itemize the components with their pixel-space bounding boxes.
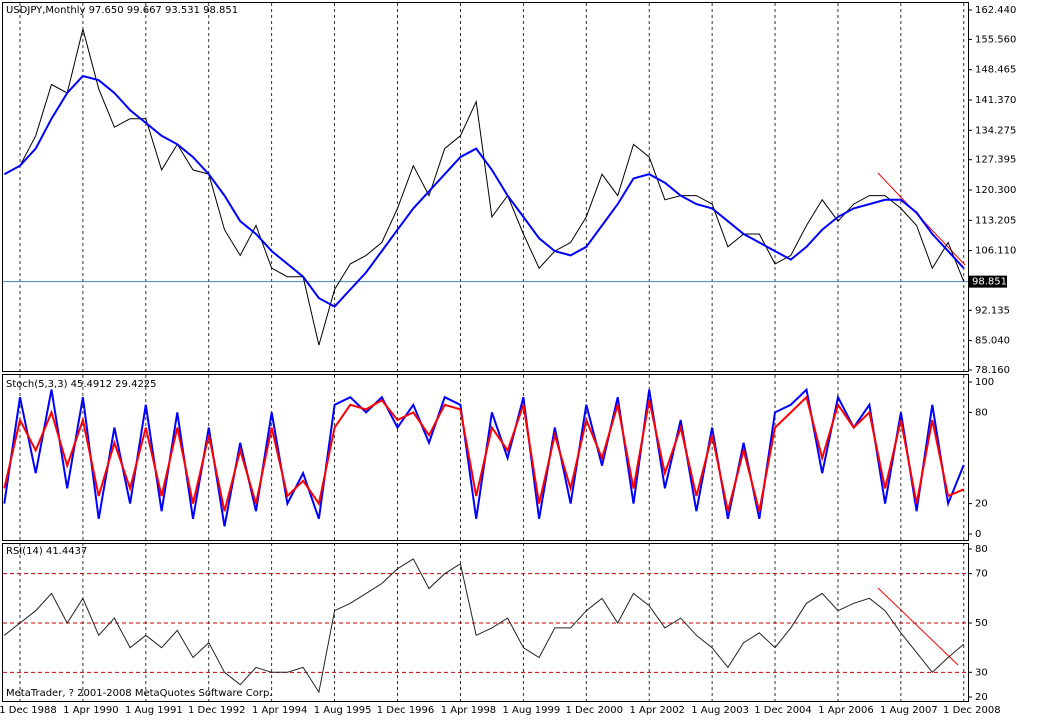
y-tick-label: 20 (975, 692, 988, 703)
y-tick-label: 0 (975, 529, 981, 540)
x-tick-label: 1 Aug 2007 (880, 705, 938, 716)
y-tick-label: 127.395 (975, 155, 1016, 166)
copyright: MetaTrader, ? 2001-2008 MetaQuotes Softw… (6, 688, 272, 699)
x-tick-label: 1 Apr 1998 (441, 705, 496, 716)
y-tick-label: 20 (975, 499, 988, 510)
x-tick-label: 1 Dec 2000 (566, 705, 624, 716)
x-tick-label: 1 Aug 1995 (314, 705, 372, 716)
y-tick-label: 78.160 (975, 365, 1010, 376)
current-price-box (969, 275, 1007, 288)
y-tick-label: 85.040 (975, 336, 1010, 347)
x-tick-label: 1 Aug 1999 (503, 705, 561, 716)
y-tick-label: 134.275 (975, 125, 1016, 136)
current-price-label: 98.851 (972, 277, 1007, 288)
y-tick-label: 80 (975, 544, 988, 555)
stoch-title: Stoch(5,3,3) 45.4912 29.4225 (6, 379, 157, 390)
y-tick-label: 106.110 (975, 246, 1016, 257)
y-tick-label: 148.465 (975, 65, 1016, 76)
y-tick-label: 155.560 (975, 34, 1016, 45)
x-tick-label: 1 Dec 1988 (0, 705, 57, 716)
y-tick-label: 120.300 (975, 185, 1016, 196)
y-tick-label: 100 (975, 377, 994, 388)
y-tick-label: 50 (975, 618, 988, 629)
x-tick-label: 1 Aug 2003 (691, 705, 749, 716)
y-tick-label: 80 (975, 407, 988, 418)
trendline (877, 587, 959, 666)
y-tick-label: 141.370 (975, 95, 1016, 106)
y-tick-label: 70 (975, 569, 988, 580)
x-tick-label: 1 Apr 1994 (252, 705, 307, 716)
y-tick-label: 113.205 (975, 215, 1016, 226)
series-line (3, 74, 965, 308)
x-tick-label: 1 Apr 2002 (629, 705, 684, 716)
y-tick-label: 92.135 (975, 305, 1010, 316)
x-tick-label: 1 Dec 1992 (188, 705, 246, 716)
x-tick-label: 1 Apr 1990 (63, 705, 118, 716)
x-tick-label: 1 Dec 2004 (754, 705, 812, 716)
y-tick-label: 162.440 (975, 5, 1016, 16)
series-line (3, 558, 965, 694)
series-line (3, 395, 965, 512)
y-tick-label: 30 (975, 667, 988, 678)
price-title: USDJPY,Monthly 97.650 99.667 93.531 98.8… (6, 5, 238, 16)
price-panel (2, 2, 969, 372)
x-tick-label: 1 Dec 2008 (943, 705, 1001, 716)
rsi-title: RSI(14) 41.4437 (6, 546, 87, 557)
x-tick-label: 1 Dec 1996 (377, 705, 435, 716)
x-tick-label: 1 Apr 2006 (818, 705, 873, 716)
stoch-panel (2, 374, 969, 541)
x-tick-label: 1 Aug 1991 (125, 705, 183, 716)
